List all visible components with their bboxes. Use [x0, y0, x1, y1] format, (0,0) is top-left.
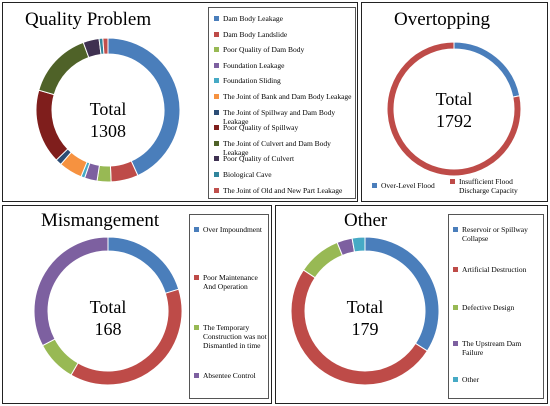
legend-swatch	[214, 172, 219, 177]
legend-label: Biological Cave	[223, 170, 272, 179]
legend-label: Other	[462, 375, 480, 384]
donut-chart-mismangement	[33, 236, 183, 386]
center-value: 1792	[436, 111, 472, 131]
panel-other: Other Total 179 Reservoir or Spillway Co…	[275, 205, 548, 404]
slice-insufficient-flood-discharge-capacity	[386, 41, 522, 177]
donut-center: Total 168	[58, 296, 158, 340]
legend-label: Over-Level Flood	[381, 181, 435, 190]
slice-the-joint-of-culvert-and-dam-body-leakage	[38, 41, 90, 96]
legend-swatch	[214, 187, 219, 193]
legend-label: The Joint of Culvert and Dam Body Leakag…	[223, 138, 331, 157]
legend-swatch	[372, 183, 377, 188]
chart-title: Mismangement	[41, 210, 160, 231]
legend: Over-Level Flood Insufficient Flood Disch…	[368, 177, 543, 199]
legend-swatch	[194, 275, 199, 280]
panel-mismangement: Mismangement Total 168 Over Impoundment P…	[2, 205, 272, 404]
legend-swatch	[453, 341, 458, 346]
chart-title: Quality Problem	[25, 9, 152, 30]
legend: Reservoir or Spillway Collapse Artificial…	[448, 214, 544, 399]
legend-swatch	[194, 325, 199, 330]
legend-swatch	[194, 227, 199, 232]
panel-overtopping: Overtopping Total 1792 Over-Level Flood I…	[361, 2, 548, 202]
center-label: Total	[89, 297, 127, 317]
legend-label: Reservoir or Spillway Collapse	[462, 225, 528, 243]
legend-label: Over Impoundment	[203, 225, 262, 234]
slice-absentee-control	[33, 236, 109, 347]
legend-label: The Joint of Spillway and Dam Body Leaka…	[223, 107, 336, 126]
legend-swatch	[214, 31, 219, 37]
center-label: Total	[89, 99, 127, 119]
slice-other	[351, 236, 366, 253]
center-value: 1308	[90, 121, 126, 141]
legend-label: Dam Body Landslide	[223, 29, 288, 39]
legend: Dam Body Leakage Dam Body Landslide Poor Q…	[208, 7, 356, 199]
chart-title: Other	[344, 210, 388, 231]
legend-swatch	[214, 16, 219, 21]
legend-swatch	[214, 78, 219, 84]
legend-label: Dam Body Leakage	[223, 14, 283, 23]
donut-center: Total 1308	[58, 98, 158, 142]
slice-over-impoundment	[107, 236, 180, 294]
legend-swatch	[214, 140, 219, 146]
donut-chart-other	[290, 236, 440, 386]
legend-swatch	[450, 179, 455, 184]
donut-center: Total 179	[315, 296, 415, 340]
legend-label: Defective Design	[462, 303, 515, 312]
legend-label: The Upstream Dam Failure	[462, 339, 522, 357]
legend-swatch	[214, 125, 219, 131]
legend-swatch	[214, 62, 219, 68]
legend-label: Poor Quality of Dam Body	[223, 45, 305, 55]
donut-center: Total 1792	[404, 88, 504, 132]
legend: Over Impoundment Poor Maintenance And Ope…	[189, 214, 269, 399]
donut-chart-quality-problem	[35, 37, 181, 183]
center-label: Total	[435, 89, 473, 109]
slice-the-joint-of-old-and-new-part-leakage	[102, 37, 109, 55]
legend-swatch	[214, 156, 219, 162]
legend-label: The Joint of Old and New Part Leakage	[223, 185, 343, 195]
legend-swatch	[453, 377, 458, 382]
center-value: 179	[351, 319, 379, 339]
legend-swatch	[453, 227, 458, 232]
legend-label: Artificial Destruction	[462, 265, 527, 274]
legend-swatch	[453, 305, 458, 310]
legend-label: The Temporary Construction was not Disma…	[203, 323, 267, 350]
legend-swatch	[214, 94, 219, 99]
legend-swatch	[214, 47, 219, 53]
legend-swatch	[194, 373, 199, 378]
slice-the-temporary-construction-was-not-dismantled-in-time	[41, 338, 79, 376]
legend-label: Foundation Leakage	[223, 60, 285, 70]
legend-label: Insufficient Flood Discharge Capacity	[459, 177, 518, 195]
center-value: 168	[94, 319, 122, 339]
legend-label: Foundation Sliding	[223, 76, 281, 86]
donut-chart-overtopping	[386, 41, 522, 177]
legend-swatch	[214, 109, 219, 115]
chart-title: Overtopping	[394, 9, 491, 30]
legend-label: Poor Quality of Spillway	[223, 123, 299, 133]
panel-quality-problem: Quality Problem Total 1308 Dam Body Leak…	[2, 2, 358, 202]
center-label: Total	[346, 297, 384, 317]
legend-label: Poor Maintenance And Operation	[203, 273, 258, 291]
legend-label: Poor Quality of Culvert	[223, 154, 295, 164]
slice-defective-design	[302, 241, 344, 279]
legend-swatch	[453, 267, 458, 272]
legend-label: The Joint of Bank and Dam Body Leakage	[223, 92, 352, 101]
legend-label: Absentee Control	[203, 371, 256, 380]
